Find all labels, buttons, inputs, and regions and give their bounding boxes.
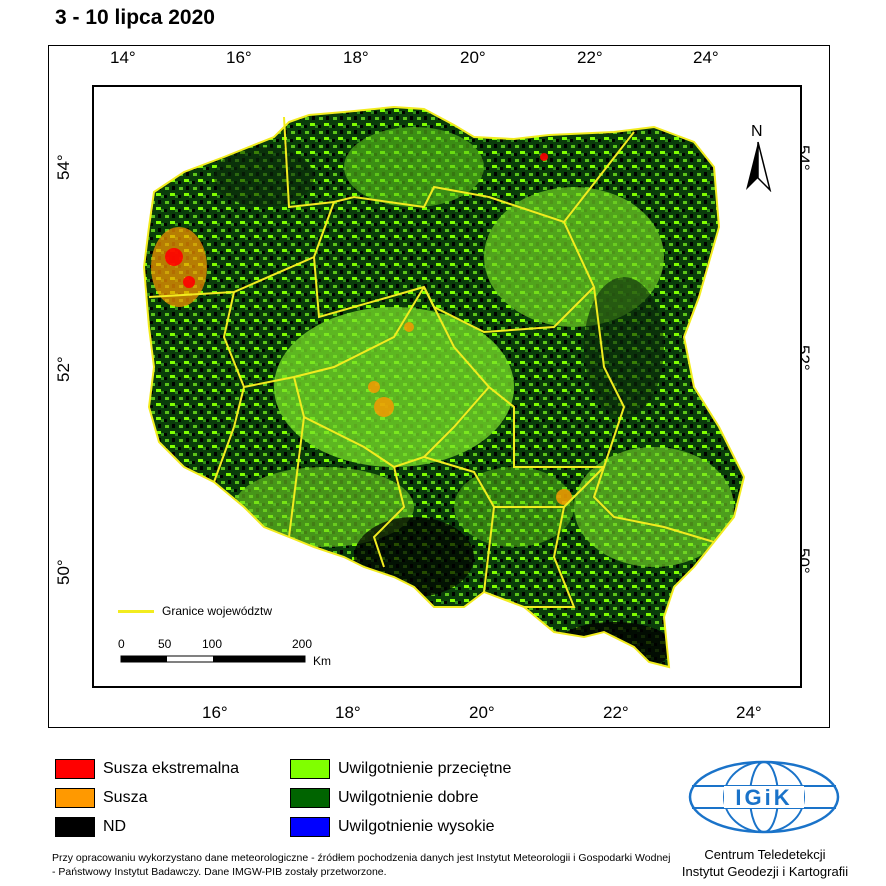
lon-tick-top: 16° bbox=[226, 48, 252, 67]
lat-tick-left: 50° bbox=[54, 559, 73, 585]
lon-tick-top: 22° bbox=[577, 48, 603, 67]
legend-swatch bbox=[290, 759, 330, 779]
legend-label: Uwilgotnienie wysokie bbox=[338, 818, 495, 835]
lat-tick-left: 52° bbox=[54, 356, 73, 382]
north-arrow-icon: N bbox=[746, 123, 772, 192]
legend-label: Uwilgotnienie dobre bbox=[338, 789, 479, 806]
legend-label: Uwilgotnienie przeciętne bbox=[338, 760, 512, 777]
svg-text:N: N bbox=[751, 123, 763, 140]
lon-tick-top: 14° bbox=[110, 48, 136, 67]
legend-item: Uwilgotnienie przeciętne bbox=[290, 758, 511, 780]
lon-tick-bottom: 20° bbox=[469, 703, 495, 722]
scale-label: 0 bbox=[118, 638, 125, 651]
boundary-line-swatch bbox=[118, 609, 154, 613]
legend-item: Uwilgotnienie dobre bbox=[290, 787, 479, 809]
legend-label: Susza bbox=[103, 789, 148, 806]
igik-logo: IGiK bbox=[688, 760, 840, 834]
legend-item: Susza bbox=[55, 787, 147, 809]
scale-unit: Km bbox=[313, 654, 331, 668]
lon-tick-bottom: 24° bbox=[736, 703, 762, 722]
scale-label: 200 bbox=[292, 638, 312, 651]
legend-swatch bbox=[55, 817, 95, 837]
lon-tick-top: 24° bbox=[693, 48, 719, 67]
legend-item: ND bbox=[55, 816, 126, 838]
lon-tick-bottom: 18° bbox=[335, 703, 361, 722]
lon-tick-bottom: 16° bbox=[202, 703, 228, 722]
scale-label: 50 bbox=[158, 638, 172, 651]
poland-drought-map bbox=[142, 105, 746, 669]
legend-swatch bbox=[290, 788, 330, 808]
legend-item: Susza ekstremalna bbox=[55, 758, 239, 780]
center-name-line1: Centrum Teledetekcji bbox=[704, 847, 826, 862]
legend-swatch bbox=[55, 788, 95, 808]
center-name-line2: Instytut Geodezji i Kartografii bbox=[681, 864, 849, 879]
legend-label: Susza ekstremalna bbox=[103, 760, 240, 777]
map-title: 3 - 10 lipca 2020 bbox=[55, 6, 215, 29]
legend-item: Uwilgotnienie wysokie bbox=[290, 816, 495, 838]
lat-tick-left: 54° bbox=[54, 154, 73, 180]
lon-tick-top: 20° bbox=[460, 48, 486, 67]
scale-bar: 0 50 100 200 Km bbox=[118, 637, 348, 679]
lon-tick-bottom: 22° bbox=[603, 703, 629, 722]
map-area bbox=[92, 85, 802, 688]
scale-label: 100 bbox=[202, 638, 222, 651]
legend-swatch bbox=[290, 817, 330, 837]
lon-tick-top: 18° bbox=[343, 48, 369, 67]
svg-text:IGiK: IGiK bbox=[735, 785, 792, 810]
legend-label: ND bbox=[103, 818, 127, 835]
center-name: Centrum Teledetekcji Instytut Geodezji i… bbox=[660, 846, 870, 880]
legend-swatch bbox=[55, 759, 95, 779]
boundary-legend: Granice województw bbox=[118, 604, 272, 618]
map-frame bbox=[48, 45, 830, 728]
source-note: Przy opracowaniu wykorzystano dane meteo… bbox=[52, 852, 671, 878]
boundary-legend-label: Granice województw bbox=[162, 604, 273, 618]
